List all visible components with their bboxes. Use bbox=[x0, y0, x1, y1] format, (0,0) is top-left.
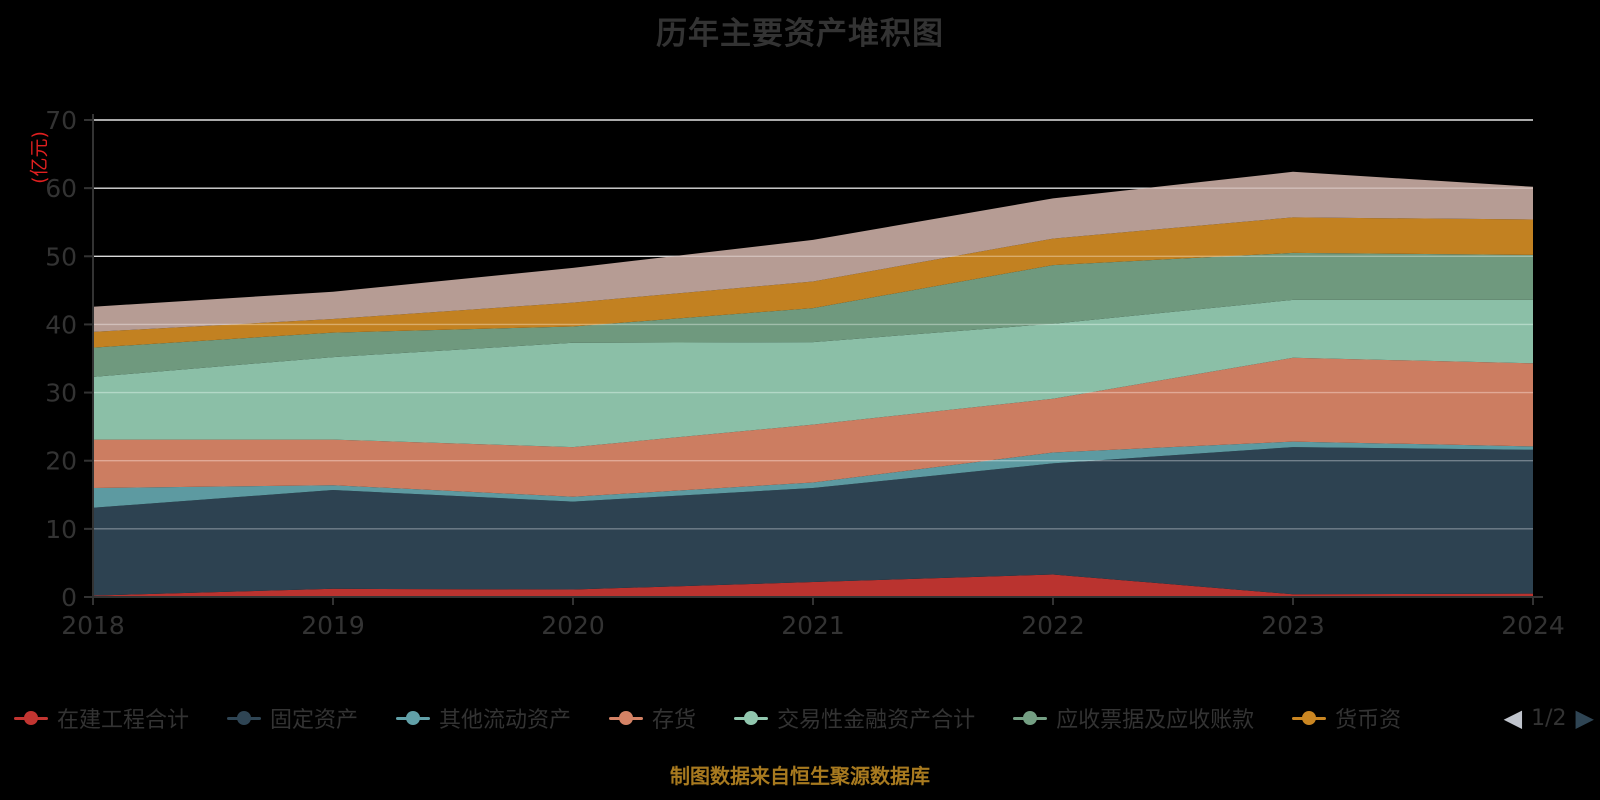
y-axis-tick-label: 20 bbox=[45, 447, 77, 476]
legend-item-label: 在建工程合计 bbox=[57, 708, 190, 733]
page-title: 历年主要资产堆积图 bbox=[656, 16, 944, 52]
legend-item-label: 其他流动资产 bbox=[439, 708, 572, 733]
x-axis-label: 2024 bbox=[1501, 611, 1565, 640]
legend-item-label: 货币资 bbox=[1335, 708, 1402, 733]
area-series-3 bbox=[93, 441, 1533, 508]
area-series-4 bbox=[93, 357, 1533, 497]
y-axis-tick-label: 10 bbox=[45, 515, 77, 544]
legend-line-dot-icon bbox=[14, 710, 48, 726]
y-axis-tick-label: 50 bbox=[45, 242, 77, 271]
area-series-8 bbox=[93, 171, 1533, 332]
area-series-2 bbox=[93, 447, 1533, 596]
legend-line-dot-icon bbox=[227, 710, 262, 726]
area-series-7 bbox=[93, 217, 1533, 348]
x-axis-label: 2021 bbox=[781, 611, 845, 640]
y-axis-tick-label: 30 bbox=[45, 379, 77, 408]
y-axis-tick-label: 70 bbox=[45, 106, 77, 135]
legend-item-label: 应收票据及应收账款 bbox=[1056, 708, 1255, 733]
legend-item-7[interactable]: 货币资 bbox=[1292, 702, 1401, 734]
x-axis-label: 2020 bbox=[541, 611, 605, 640]
legend-line-dot-icon bbox=[1013, 710, 1048, 726]
x-axis-label: 2022 bbox=[1021, 611, 1085, 640]
y-axis-tick-label: 60 bbox=[45, 174, 77, 203]
legend-item-label: 交易性金融资产合计 bbox=[777, 708, 976, 733]
legend-item-2[interactable]: 固定资产 bbox=[227, 702, 358, 734]
legend-item-5[interactable]: 交易性金融资产合计 bbox=[734, 702, 975, 734]
area-series-5 bbox=[93, 299, 1533, 448]
x-axis-label: 2023 bbox=[1261, 611, 1325, 640]
legend-item-6[interactable]: 应收票据及应收账款 bbox=[1013, 702, 1254, 734]
legend-page-indicator: 1/2 bbox=[1531, 705, 1567, 731]
data-source-note: 制图数据来自恒生聚源数据库 bbox=[670, 764, 930, 788]
legend-item-label: 存货 bbox=[652, 708, 697, 733]
y-axis-tick-label: 0 bbox=[61, 583, 77, 612]
legend-item-3[interactable]: 其他流动资产 bbox=[396, 702, 571, 734]
legend-line-dot-icon bbox=[609, 710, 644, 726]
legend-line-dot-icon bbox=[396, 710, 431, 726]
legend-line-dot-icon bbox=[734, 710, 769, 726]
area-series-6 bbox=[93, 252, 1533, 377]
x-axis-label: 2019 bbox=[301, 611, 365, 640]
area-series-1 bbox=[93, 574, 1533, 597]
legend-line-dot-icon bbox=[1292, 710, 1327, 726]
legend-pager: ◀ 1/2 ▶ bbox=[1504, 702, 1594, 734]
legend-item-4[interactable]: 存货 bbox=[609, 702, 696, 734]
legend-item-1[interactable]: 在建工程合计 bbox=[14, 702, 189, 734]
legend-next-page-icon[interactable]: ▶ bbox=[1575, 704, 1594, 732]
x-axis-label: 2018 bbox=[61, 611, 125, 640]
legend: 在建工程合计 固定资产 其他流动资产 存货 交易性金融资产合计 应收票据及应收账款 货币资 bbox=[14, 702, 1401, 734]
y-axis-tick-label: 40 bbox=[45, 310, 77, 339]
legend-prev-page-icon[interactable]: ◀ bbox=[1503, 704, 1523, 732]
legend-item-label: 固定资产 bbox=[270, 708, 359, 733]
